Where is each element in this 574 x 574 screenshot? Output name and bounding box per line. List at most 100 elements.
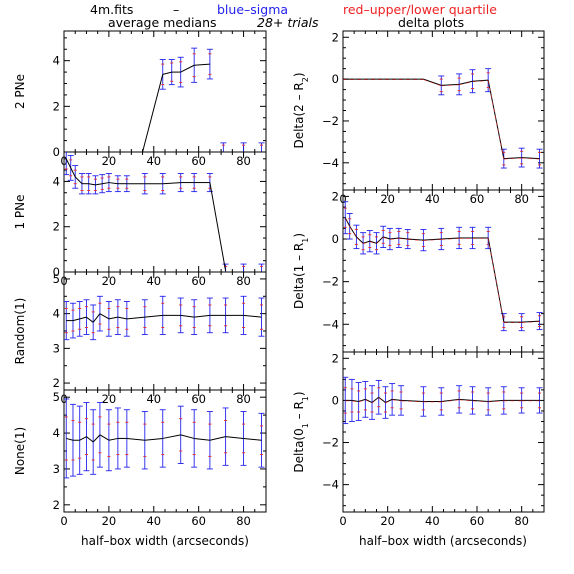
y-tick-label: 0 [53, 265, 60, 279]
y-tick-label: 4 [53, 54, 60, 68]
y-tick-label: 5 [53, 272, 60, 286]
x-tick-label: 80 [236, 514, 251, 528]
median-line-segment [503, 157, 522, 160]
plot-area [343, 376, 543, 425]
median-line-segment [74, 176, 83, 185]
y-axis-label: 1 PNe [13, 194, 27, 229]
median-line-segment [358, 398, 366, 402]
x-tick-label: 80 [514, 192, 529, 206]
panel-delta-01-r1: 0 20 40 60 80 −4 −2 0 2 Delta(01 – R1) [292, 351, 545, 528]
x-tick-label: 40 [146, 154, 161, 168]
median-line-segment [243, 314, 262, 318]
x-tick-label: 20 [102, 392, 117, 406]
x-tick-label: 0 [339, 514, 346, 528]
median-line-segment [126, 437, 145, 441]
x-tick-label: 80 [514, 514, 529, 528]
y-tick-label: −2 [322, 114, 339, 128]
quartile-line-segment [459, 81, 473, 86]
y-tick-label: −4 [322, 478, 339, 492]
y-axis-label: Delta(2 – R2) [292, 72, 310, 148]
plot-area [64, 398, 265, 479]
x-tick-label: 60 [470, 514, 485, 528]
median-line-segment [180, 314, 195, 318]
median-line-segment [376, 236, 384, 244]
median-line-segment [194, 63, 210, 66]
median-line-segment [108, 316, 118, 320]
quartile-line-segment [503, 157, 522, 160]
x-tick-label: 40 [425, 192, 440, 206]
plot-frame [63, 271, 267, 391]
y-tick-label: −4 [322, 156, 339, 170]
quartile-line-segment [371, 397, 379, 404]
quartile-line-segment [441, 84, 460, 87]
y-axis-label: Random(1) [13, 298, 27, 365]
median-line-segment [95, 183, 103, 186]
x-tick-label: 20 [380, 192, 395, 206]
header-dash: – [173, 2, 179, 17]
y-tick-label: 2 [332, 30, 339, 44]
median-line-segment [423, 238, 442, 241]
median-line-segment [144, 437, 163, 441]
y-tick-label: 4 [53, 307, 60, 321]
header-filename: 4m.fits [90, 2, 133, 17]
center-title: 28+ trials [257, 15, 319, 30]
y-tick-label: 4 [53, 174, 60, 188]
plot-frame [63, 30, 267, 153]
median-line-segment [521, 320, 540, 323]
x-tick-label: 60 [191, 514, 206, 528]
median-line-segment [487, 80, 505, 159]
x-tick-label: 40 [146, 514, 161, 528]
median-line-segment [88, 183, 96, 186]
plot-frame [342, 189, 545, 353]
quartile-line-segment [401, 400, 424, 403]
right-column-title: delta plots [398, 15, 464, 30]
median-line-segment [142, 74, 164, 152]
x-axis-label-right: half–box width (arcseconds) [359, 534, 527, 548]
median-line-segment [441, 398, 460, 402]
y-tick-label: 2 [53, 220, 60, 234]
median-line-segment [356, 236, 364, 244]
median-line-segment [102, 182, 109, 185]
median-line-segment [378, 396, 386, 403]
x-tick-label: 40 [146, 392, 161, 406]
median-line-segment [66, 437, 74, 441]
median-line-segment [126, 316, 145, 320]
x-tick-label: 20 [380, 514, 395, 528]
y-axis-label: None(1) [13, 427, 27, 475]
y-tick-label: 2 [53, 99, 60, 113]
median-line-segment [209, 182, 227, 271]
median-line-segment [389, 237, 399, 240]
x-tick-label: 20 [102, 514, 117, 528]
x-tick-label: 80 [236, 154, 251, 168]
median-line-segment [65, 158, 72, 169]
quartile-line-segment [369, 241, 377, 245]
y-tick-label: 5 [53, 390, 60, 404]
median-line-segment [79, 436, 87, 441]
quartile-line-segment [521, 321, 540, 323]
median-line-segment [351, 399, 359, 402]
median-line-segment [70, 167, 76, 178]
median-line-segment [441, 237, 460, 240]
y-tick-label: 2 [332, 189, 339, 203]
median-line-segment [225, 436, 244, 439]
median-line-segment [472, 399, 489, 402]
median-line-segment [180, 434, 195, 439]
median-line-segment [407, 238, 424, 241]
plot-area [64, 295, 265, 341]
plot-area [64, 152, 265, 272]
median-line-segment [392, 398, 402, 401]
panel-delta-1-r1: −4 −2 0 2 Delta(1 – R1) [292, 189, 545, 353]
quartile-line-segment [358, 399, 366, 403]
y-axis-label: Delta(1 – R1) [292, 233, 310, 309]
y-tick-label: 2 [53, 376, 60, 390]
quartile-line-segment [472, 80, 489, 82]
y-tick-label: 0 [332, 72, 339, 86]
median-line-segment [144, 314, 163, 318]
quartile-line-segment [423, 239, 442, 241]
median-line-segment [521, 157, 540, 160]
